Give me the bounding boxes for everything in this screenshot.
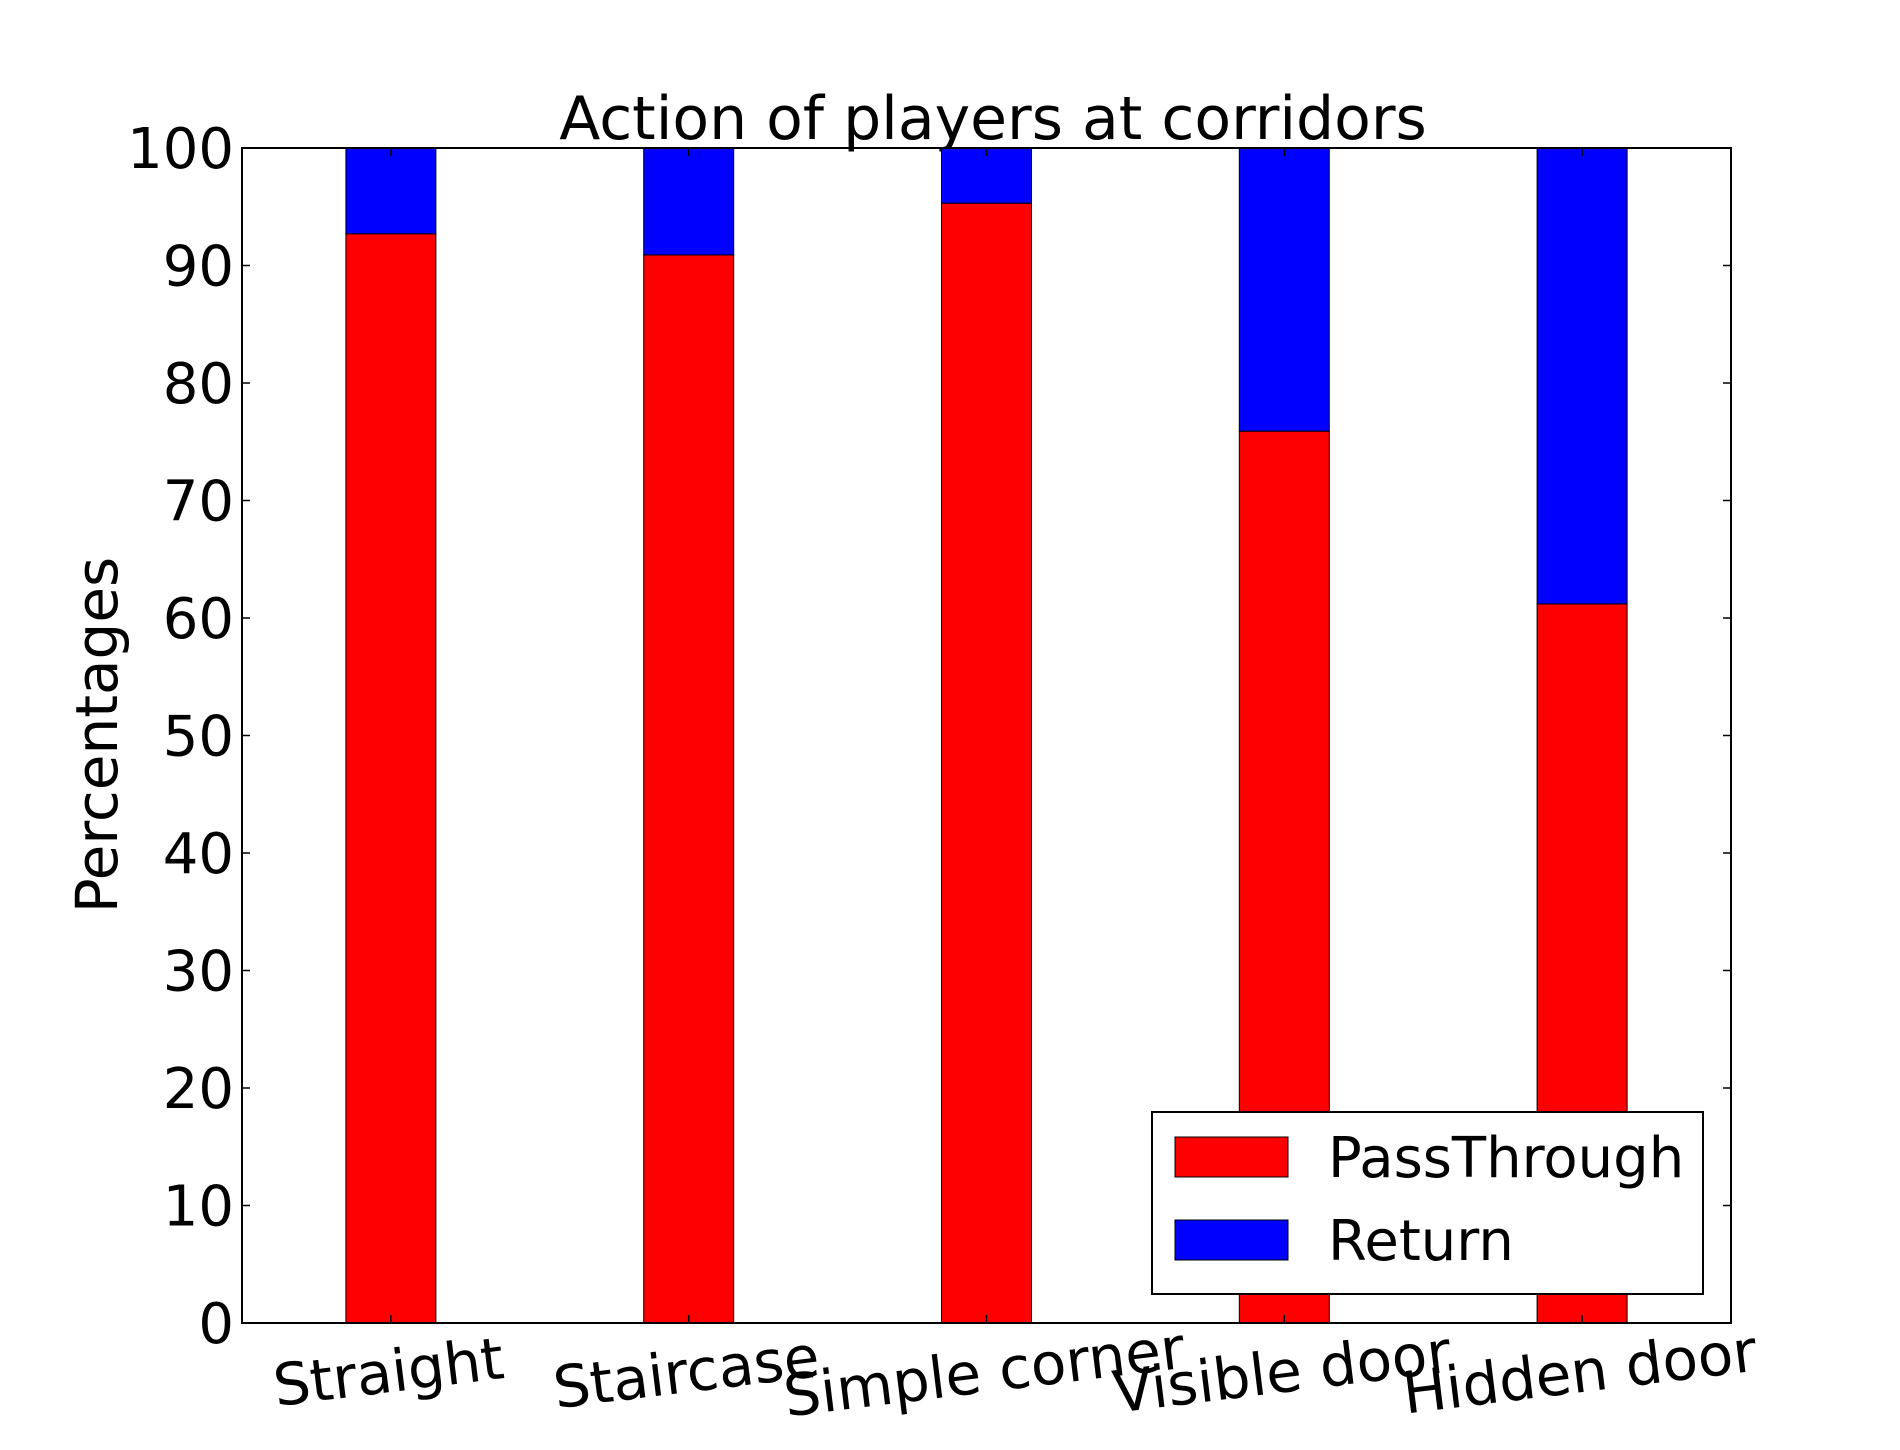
y-tick-label-30: 30 (163, 940, 234, 1005)
bars-group (345, 147, 1628, 1324)
legend-label-return: Return (1328, 1209, 1514, 1274)
legend-swatch-return (1174, 1219, 1289, 1261)
y-tick-label-10: 10 (163, 1175, 234, 1240)
bar-return-staircase (643, 147, 735, 256)
y-axis-label: Percentages (63, 557, 131, 914)
y-tick-label-20: 20 (163, 1057, 234, 1122)
legend: PassThrough Return (1151, 1111, 1704, 1295)
plot-frame (241, 147, 1732, 1324)
y-tick-label-50: 50 (163, 705, 234, 770)
legend-label-passthrough: PassThrough (1328, 1126, 1684, 1191)
bar-return-visible-door (1238, 147, 1330, 432)
bar-return-hidden-door (1536, 147, 1628, 605)
y-tick-label-0: 0 (198, 1292, 234, 1357)
legend-swatch-passthrough (1174, 1136, 1289, 1178)
bar-return-simple-corner (941, 147, 1032, 204)
y-tick-label-90: 90 (163, 235, 234, 300)
bar-return-straight (345, 147, 437, 235)
y-tick-label-80: 80 (163, 352, 234, 417)
y-axis-ticks: 0 10 20 30 40 50 60 70 80 90 100 (127, 117, 1731, 1357)
y-tick-label-100: 100 (127, 117, 234, 182)
y-tick-label-40: 40 (163, 822, 234, 887)
bar-passthrough-straight (345, 233, 437, 1324)
y-tick-label-70: 70 (163, 470, 234, 535)
chart-title: Action of players at corridors (559, 84, 1427, 154)
y-tick-label-60: 60 (163, 587, 234, 652)
bar-passthrough-staircase (643, 254, 735, 1324)
bar-passthrough-simple-corner (941, 202, 1032, 1324)
